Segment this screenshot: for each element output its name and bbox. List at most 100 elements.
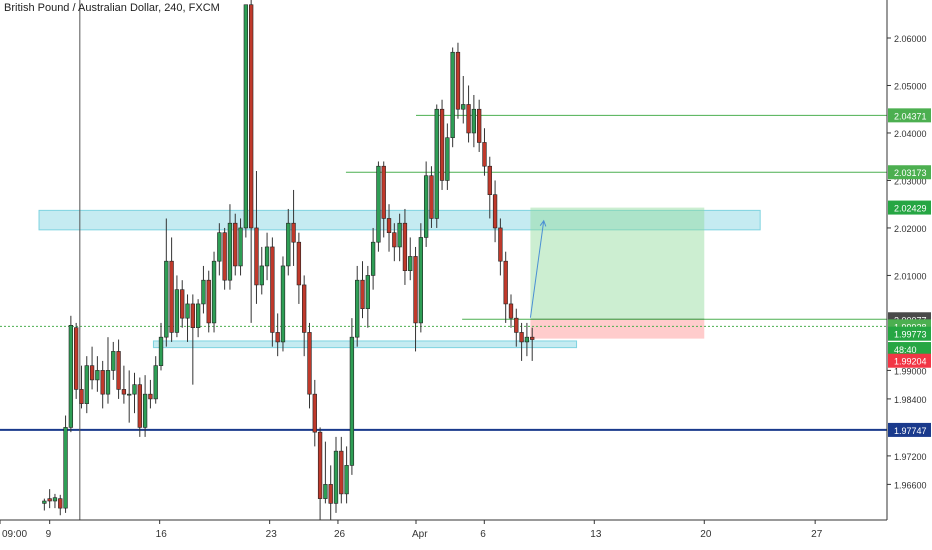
candle-body [95,370,100,381]
candle-body [455,51,461,110]
candle [148,379,153,409]
candle-body [190,303,195,328]
target-zone [530,207,705,320]
plot-area [0,0,887,520]
candle-body [498,227,503,262]
candle-body [105,370,111,395]
candle [296,232,302,304]
candle [439,99,445,190]
candle-body [296,241,302,286]
candle [132,372,137,414]
candle [503,251,508,323]
candle [376,161,381,252]
candle-body [127,393,132,396]
price-label: 48:40 [894,345,917,355]
candle [89,346,95,390]
candle-body [47,498,52,502]
candle-body [370,241,376,276]
candle-body [349,336,355,466]
candle-body [254,227,259,286]
candle [355,265,360,347]
price-label-bg [888,353,931,368]
candle [158,322,164,371]
price-label-bg [888,165,931,180]
candle-body [89,365,95,381]
candle-body [238,227,243,267]
candle-body [174,289,180,333]
candle [429,166,434,228]
candle-body [434,108,439,219]
candle-body [392,232,397,248]
candle-body [243,4,249,229]
time-axis-bg [0,520,932,550]
candle-body [365,275,370,309]
candle [413,246,418,352]
projection-arrowhead [539,219,547,227]
candle [47,489,52,509]
candle [386,204,392,252]
candle [116,339,121,399]
price-label-bg [888,326,931,341]
candle [52,493,58,509]
candle [217,223,222,276]
y-tick-label: 1.97200 [894,452,927,462]
candle-body [169,260,174,333]
candle-body [264,246,270,267]
stop-zone [530,319,705,339]
candle-body [408,256,413,271]
chart-title: British Pound / Australian Dollar, 240, … [4,2,220,14]
candle [302,275,307,357]
y-tick-label: 2.04000 [894,129,927,139]
candle [153,356,158,404]
candle [270,237,275,347]
candle-body [121,389,127,395]
candle-body [482,142,487,167]
candle-body [100,370,105,395]
y-tick-label: 2.02000 [894,224,927,234]
y-tick-label: 1.96600 [894,480,927,490]
x-tick-label: 9 [46,529,52,540]
candle-body [211,260,217,324]
x-tick-label: 6 [480,529,486,540]
candle [211,251,217,333]
candle-body [116,351,121,390]
candle [408,237,413,281]
candle-body [132,384,137,395]
candle [74,322,79,399]
price-label: 2.04371 [894,111,927,121]
candle-body [344,465,349,495]
candle [466,85,471,143]
y-tick-label: 1.99000 [894,366,927,376]
candle [127,370,132,423]
candle [402,208,408,285]
candle-body [58,498,63,509]
candle [317,427,323,523]
candle-body [137,384,142,428]
price-label: 2.02429 [894,204,927,214]
price-label-bg [888,422,931,437]
candle [482,128,487,176]
candle-body [302,284,307,333]
candle [434,104,439,228]
candle-body [291,222,296,243]
candle [58,494,63,516]
x-tick-label: 13 [590,529,602,540]
candle [291,189,296,266]
candle [508,294,514,328]
candle [280,256,286,352]
candle [519,322,524,361]
candle-body [84,365,89,404]
candle-body [270,246,275,333]
candle-body [42,500,47,504]
candle-body [259,265,264,286]
price-label: 2.03173 [894,168,927,178]
candle [471,94,477,148]
candle-body [413,256,418,324]
y-tick-label: 1.98400 [894,395,927,405]
y-tick-label: 2.03000 [894,176,927,186]
price-label: 1.99204 [894,357,927,367]
candle [370,227,376,290]
candle-body [492,194,498,229]
